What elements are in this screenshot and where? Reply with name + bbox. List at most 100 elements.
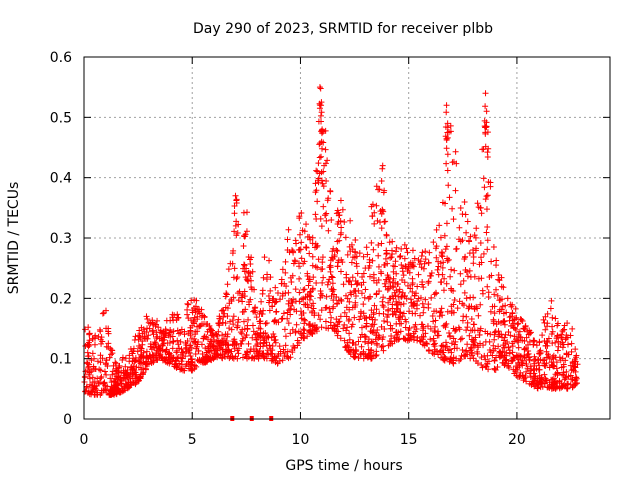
data-point	[98, 373, 105, 380]
data-point	[284, 348, 291, 355]
data-point	[568, 348, 575, 355]
data-point	[482, 363, 489, 370]
data-point	[105, 330, 112, 337]
data-point	[443, 109, 450, 116]
data-point	[184, 306, 191, 313]
data-point	[317, 294, 324, 301]
data-point	[283, 283, 290, 290]
x-tick-label: 15	[400, 432, 418, 448]
data-point	[369, 316, 376, 323]
data-point	[99, 355, 106, 362]
data-point	[441, 232, 448, 239]
data-point	[560, 326, 567, 333]
data-point	[263, 276, 270, 283]
data-point	[362, 339, 369, 346]
data-point	[521, 326, 528, 333]
data-point	[420, 284, 427, 291]
data-point	[417, 312, 424, 319]
data-point	[401, 241, 408, 248]
data-point	[443, 145, 450, 152]
data-point	[413, 290, 420, 297]
data-point	[544, 320, 551, 327]
data-point	[151, 339, 158, 346]
data-point	[507, 332, 514, 339]
data-point	[513, 314, 520, 321]
data-point	[89, 374, 96, 381]
data-point	[571, 363, 578, 370]
x-tick-label: 5	[188, 432, 197, 448]
data-point	[265, 292, 272, 299]
data-point	[523, 378, 530, 385]
data-point	[445, 347, 452, 354]
data-point	[514, 364, 521, 371]
data-point	[401, 279, 408, 286]
data-points	[81, 84, 581, 421]
data-point	[441, 275, 448, 282]
data-point	[359, 274, 366, 281]
data-point	[369, 257, 376, 264]
data-point	[446, 330, 453, 337]
data-point	[314, 198, 321, 205]
data-point	[554, 347, 561, 354]
data-point	[301, 228, 308, 235]
data-point	[486, 338, 493, 345]
data-point	[367, 328, 374, 335]
data-point	[102, 360, 109, 367]
data-point	[564, 320, 571, 327]
data-point	[234, 324, 241, 331]
data-point	[349, 246, 356, 253]
data-point	[320, 183, 327, 190]
data-point	[222, 304, 229, 311]
data-point	[512, 326, 519, 333]
data-point	[474, 200, 481, 207]
data-point	[402, 316, 409, 323]
data-point	[208, 332, 215, 339]
data-point	[341, 309, 348, 316]
data-point	[446, 129, 453, 136]
data-point	[245, 340, 252, 347]
data-point	[360, 310, 367, 317]
data-point	[333, 316, 340, 323]
data-point	[219, 319, 226, 326]
data-point	[273, 298, 280, 305]
data-point	[304, 291, 311, 298]
data-point	[457, 204, 464, 211]
data-point	[119, 356, 126, 363]
data-point	[178, 366, 185, 373]
data-point	[206, 348, 213, 355]
data-point	[442, 344, 449, 351]
data-point	[528, 380, 535, 387]
data-point	[285, 307, 292, 314]
data-point	[514, 321, 521, 328]
y-tick-label: 0.3	[50, 231, 72, 247]
data-point	[219, 332, 226, 339]
data-point	[312, 244, 319, 251]
data-point	[432, 329, 439, 336]
data-point	[263, 319, 270, 326]
data-point	[382, 261, 389, 268]
data-point	[309, 240, 316, 247]
data-point	[376, 186, 383, 193]
data-point	[431, 346, 438, 353]
data-point	[83, 383, 90, 390]
data-point	[89, 350, 96, 357]
data-point	[181, 367, 188, 374]
data-point	[547, 305, 554, 312]
data-point	[540, 316, 547, 323]
data-point	[244, 325, 251, 332]
data-point	[357, 313, 364, 320]
data-point	[526, 338, 533, 345]
data-point	[545, 352, 552, 359]
data-point	[369, 213, 376, 220]
data-point	[323, 178, 330, 185]
data-point	[147, 354, 154, 361]
data-point	[184, 338, 191, 345]
data-point	[445, 182, 452, 189]
data-point	[344, 324, 351, 331]
data-point	[527, 374, 534, 381]
data-point	[378, 177, 385, 184]
data-point	[425, 260, 432, 267]
data-point	[115, 364, 122, 371]
data-point	[415, 271, 422, 278]
data-point	[443, 102, 450, 109]
